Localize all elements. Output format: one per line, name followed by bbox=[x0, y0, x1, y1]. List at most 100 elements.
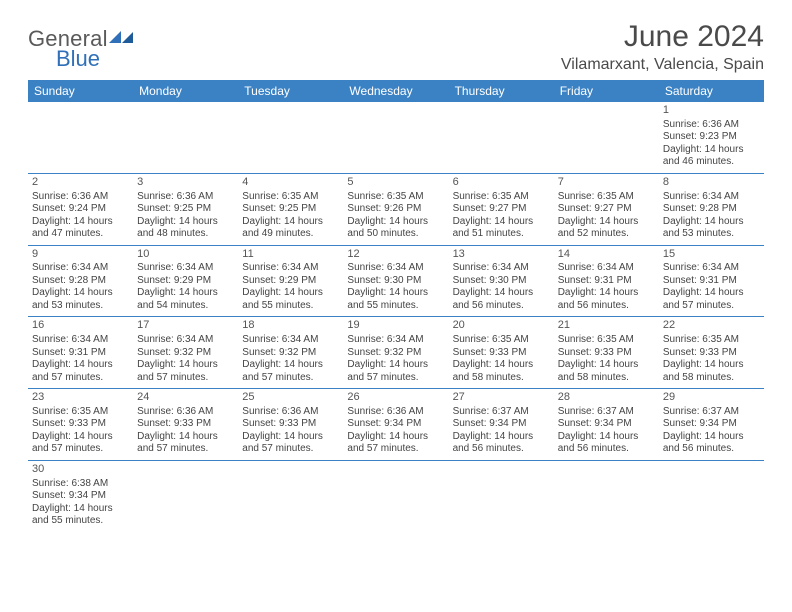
month-title: June 2024 bbox=[561, 20, 764, 54]
day-number: 6 bbox=[453, 176, 550, 190]
daylight-text: and 48 minutes. bbox=[137, 228, 234, 241]
sunset-text: Sunset: 9:33 PM bbox=[558, 347, 655, 360]
daylight-text: Daylight: 14 hours bbox=[32, 216, 129, 229]
daylight-text: and 57 minutes. bbox=[32, 443, 129, 456]
daylight-text: Daylight: 14 hours bbox=[663, 431, 760, 444]
day-number: 25 bbox=[242, 391, 339, 405]
daylight-text: Daylight: 14 hours bbox=[32, 431, 129, 444]
calendar-cell: 11Sunrise: 6:34 AMSunset: 9:29 PMDayligh… bbox=[238, 245, 343, 317]
calendar-cell: 18Sunrise: 6:34 AMSunset: 9:32 PMDayligh… bbox=[238, 317, 343, 389]
daylight-text: Daylight: 14 hours bbox=[32, 287, 129, 300]
daylight-text: Daylight: 14 hours bbox=[137, 287, 234, 300]
calendar-cell: 12Sunrise: 6:34 AMSunset: 9:30 PMDayligh… bbox=[343, 245, 448, 317]
daylight-text: and 47 minutes. bbox=[32, 228, 129, 241]
daylight-text: Daylight: 14 hours bbox=[558, 359, 655, 372]
header: General Blue June 2024 Vilamarxant, Vale… bbox=[28, 20, 764, 74]
sunrise-text: Sunrise: 6:34 AM bbox=[32, 334, 129, 347]
daylight-text: Daylight: 14 hours bbox=[663, 144, 760, 157]
daylight-text: and 57 minutes. bbox=[347, 443, 444, 456]
calendar-page: General Blue June 2024 Vilamarxant, Vale… bbox=[0, 0, 792, 552]
weekday-header: Monday bbox=[133, 80, 238, 102]
day-number: 18 bbox=[242, 319, 339, 333]
weekday-header: Sunday bbox=[28, 80, 133, 102]
sunset-text: Sunset: 9:23 PM bbox=[663, 131, 760, 144]
calendar-cell: 5Sunrise: 6:35 AMSunset: 9:26 PMDaylight… bbox=[343, 173, 448, 245]
calendar-cell: 19Sunrise: 6:34 AMSunset: 9:32 PMDayligh… bbox=[343, 317, 448, 389]
daylight-text: Daylight: 14 hours bbox=[242, 359, 339, 372]
sunrise-text: Sunrise: 6:34 AM bbox=[663, 262, 760, 275]
calendar-cell: 13Sunrise: 6:34 AMSunset: 9:30 PMDayligh… bbox=[449, 245, 554, 317]
daylight-text: and 56 minutes. bbox=[558, 300, 655, 313]
sunset-text: Sunset: 9:33 PM bbox=[663, 347, 760, 360]
daylight-text: and 57 minutes. bbox=[663, 300, 760, 313]
daylight-text: and 51 minutes. bbox=[453, 228, 550, 241]
sunset-text: Sunset: 9:34 PM bbox=[32, 490, 129, 503]
sunrise-text: Sunrise: 6:34 AM bbox=[32, 262, 129, 275]
sunset-text: Sunset: 9:29 PM bbox=[137, 275, 234, 288]
calendar-row: 23Sunrise: 6:35 AMSunset: 9:33 PMDayligh… bbox=[28, 389, 764, 461]
day-number: 9 bbox=[32, 248, 129, 262]
daylight-text: Daylight: 14 hours bbox=[32, 359, 129, 372]
calendar-cell-empty bbox=[449, 460, 554, 531]
daylight-text: Daylight: 14 hours bbox=[558, 287, 655, 300]
sunset-text: Sunset: 9:33 PM bbox=[137, 418, 234, 431]
day-number: 26 bbox=[347, 391, 444, 405]
sunrise-text: Sunrise: 6:37 AM bbox=[453, 406, 550, 419]
daylight-text: Daylight: 14 hours bbox=[242, 287, 339, 300]
sunrise-text: Sunrise: 6:36 AM bbox=[347, 406, 444, 419]
day-number: 12 bbox=[347, 248, 444, 262]
calendar-cell: 29Sunrise: 6:37 AMSunset: 9:34 PMDayligh… bbox=[659, 389, 764, 461]
calendar-cell-empty bbox=[28, 102, 133, 173]
calendar-cell-empty bbox=[554, 102, 659, 173]
sunset-text: Sunset: 9:26 PM bbox=[347, 203, 444, 216]
daylight-text: and 57 minutes. bbox=[242, 443, 339, 456]
day-number: 10 bbox=[137, 248, 234, 262]
sunset-text: Sunset: 9:31 PM bbox=[32, 347, 129, 360]
daylight-text: Daylight: 14 hours bbox=[242, 431, 339, 444]
sunrise-text: Sunrise: 6:36 AM bbox=[242, 406, 339, 419]
daylight-text: and 57 minutes. bbox=[32, 372, 129, 385]
calendar-cell: 27Sunrise: 6:37 AMSunset: 9:34 PMDayligh… bbox=[449, 389, 554, 461]
calendar-cell: 26Sunrise: 6:36 AMSunset: 9:34 PMDayligh… bbox=[343, 389, 448, 461]
location-text: Vilamarxant, Valencia, Spain bbox=[561, 56, 764, 74]
daylight-text: Daylight: 14 hours bbox=[347, 287, 444, 300]
sunset-text: Sunset: 9:34 PM bbox=[663, 418, 760, 431]
day-number: 1 bbox=[663, 104, 760, 118]
sunrise-text: Sunrise: 6:35 AM bbox=[347, 191, 444, 204]
calendar-cell: 10Sunrise: 6:34 AMSunset: 9:29 PMDayligh… bbox=[133, 245, 238, 317]
sunset-text: Sunset: 9:33 PM bbox=[453, 347, 550, 360]
day-number: 22 bbox=[663, 319, 760, 333]
sunrise-text: Sunrise: 6:35 AM bbox=[453, 191, 550, 204]
sunrise-text: Sunrise: 6:34 AM bbox=[558, 262, 655, 275]
sunset-text: Sunset: 9:28 PM bbox=[32, 275, 129, 288]
daylight-text: and 57 minutes. bbox=[347, 372, 444, 385]
calendar-cell: 22Sunrise: 6:35 AMSunset: 9:33 PMDayligh… bbox=[659, 317, 764, 389]
daylight-text: Daylight: 14 hours bbox=[137, 359, 234, 372]
day-number: 20 bbox=[453, 319, 550, 333]
daylight-text: Daylight: 14 hours bbox=[242, 216, 339, 229]
day-number: 14 bbox=[558, 248, 655, 262]
flag-icon bbox=[109, 29, 135, 50]
sunrise-text: Sunrise: 6:34 AM bbox=[137, 262, 234, 275]
day-number: 7 bbox=[558, 176, 655, 190]
daylight-text: and 50 minutes. bbox=[347, 228, 444, 241]
day-number: 4 bbox=[242, 176, 339, 190]
day-number: 13 bbox=[453, 248, 550, 262]
daylight-text: and 53 minutes. bbox=[32, 300, 129, 313]
sunrise-text: Sunrise: 6:37 AM bbox=[663, 406, 760, 419]
daylight-text: and 53 minutes. bbox=[663, 228, 760, 241]
sunrise-text: Sunrise: 6:38 AM bbox=[32, 478, 129, 491]
calendar-cell: 4Sunrise: 6:35 AMSunset: 9:25 PMDaylight… bbox=[238, 173, 343, 245]
calendar-cell-empty bbox=[238, 102, 343, 173]
daylight-text: Daylight: 14 hours bbox=[347, 431, 444, 444]
calendar-cell-empty bbox=[238, 460, 343, 531]
sunrise-text: Sunrise: 6:34 AM bbox=[137, 334, 234, 347]
sunset-text: Sunset: 9:25 PM bbox=[242, 203, 339, 216]
day-number: 29 bbox=[663, 391, 760, 405]
calendar-cell: 3Sunrise: 6:36 AMSunset: 9:25 PMDaylight… bbox=[133, 173, 238, 245]
sunset-text: Sunset: 9:30 PM bbox=[453, 275, 550, 288]
sunrise-text: Sunrise: 6:34 AM bbox=[347, 262, 444, 275]
day-number: 5 bbox=[347, 176, 444, 190]
daylight-text: Daylight: 14 hours bbox=[663, 287, 760, 300]
sunrise-text: Sunrise: 6:35 AM bbox=[32, 406, 129, 419]
